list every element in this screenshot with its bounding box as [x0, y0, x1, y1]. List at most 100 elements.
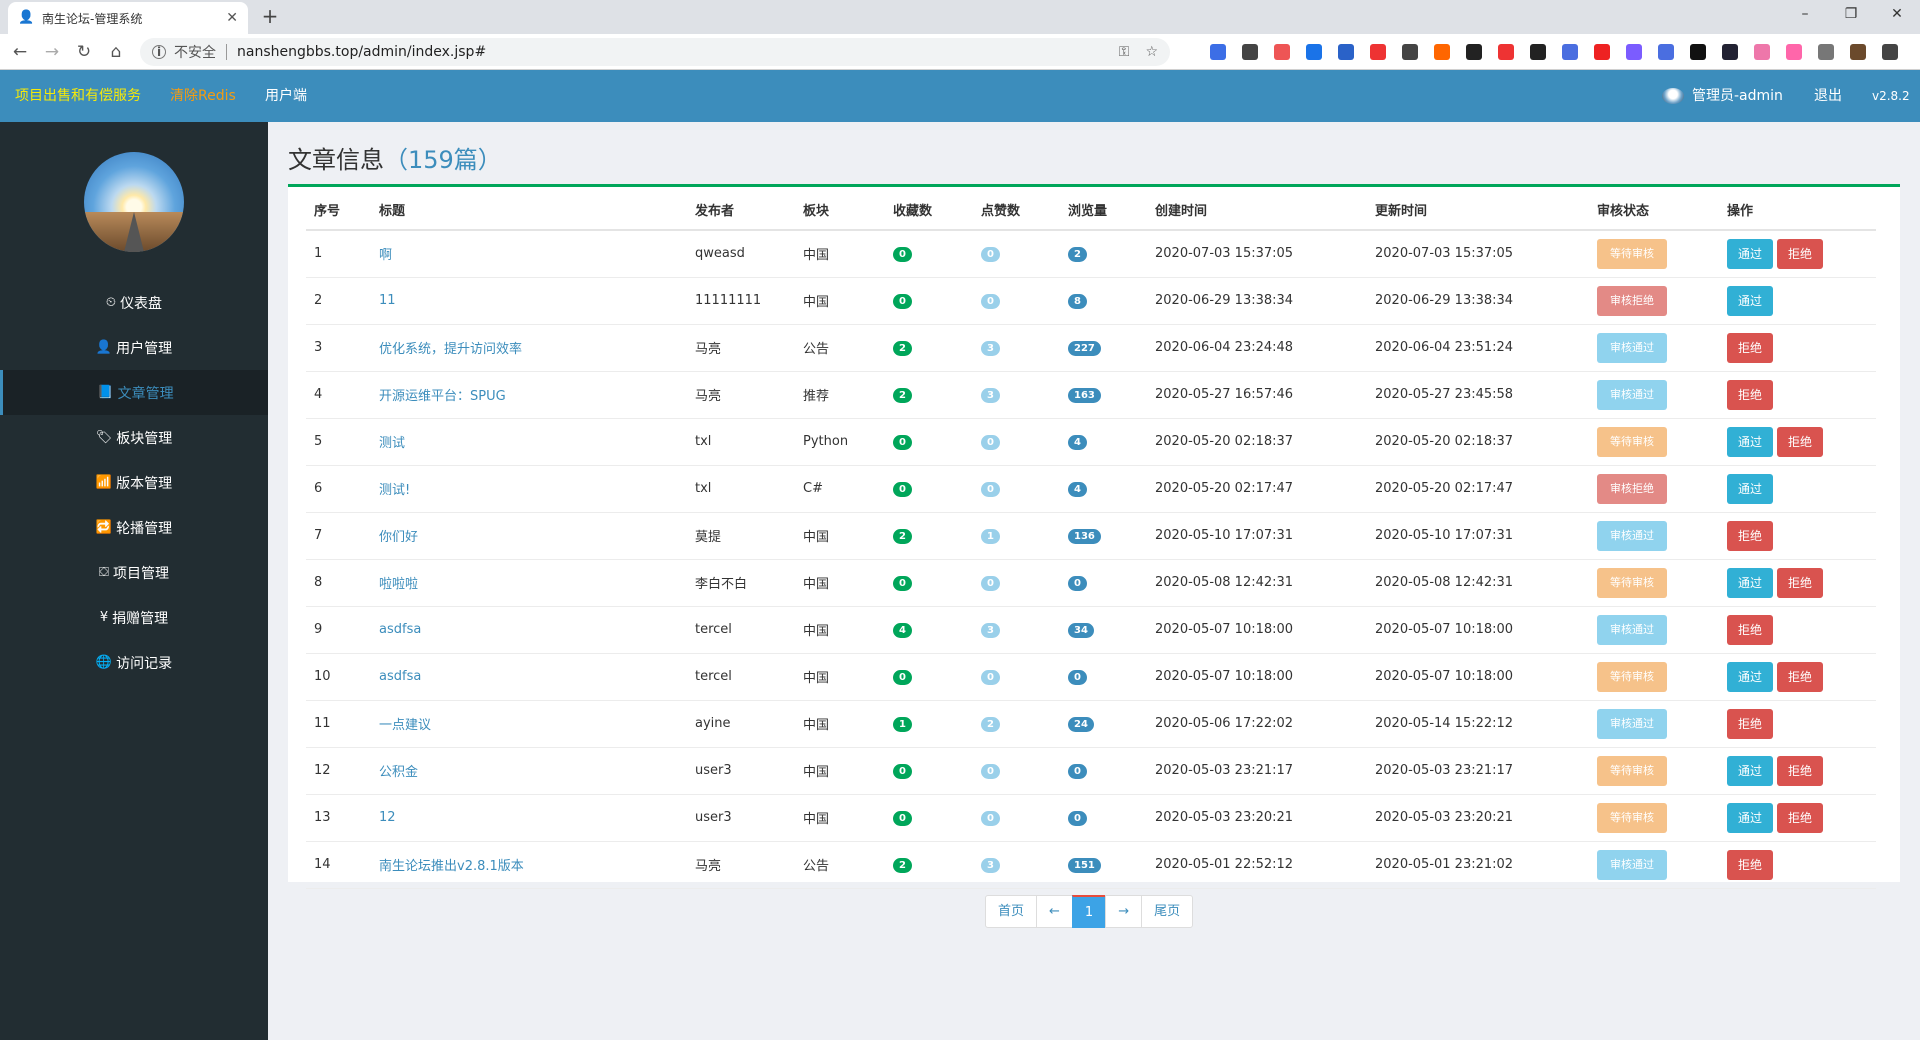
extension-icon[interactable]: [1562, 44, 1578, 60]
article-title-link[interactable]: 你们好: [379, 530, 419, 545]
article-title-link[interactable]: 南生论坛推出v2.8.1版本: [379, 859, 524, 874]
extension-icon[interactable]: [1690, 44, 1706, 60]
approve-button[interactable]: 通过: [1727, 567, 1774, 598]
extension-icon[interactable]: [1242, 44, 1258, 60]
article-title-link[interactable]: 测试: [379, 436, 406, 451]
maximize-icon[interactable]: ❐: [1844, 6, 1858, 22]
header-link-clear-redis[interactable]: 清除Redis: [170, 88, 236, 104]
reject-button[interactable]: 拒绝: [1727, 379, 1774, 410]
extension-icon[interactable]: [1466, 44, 1482, 60]
reject-button[interactable]: 拒绝: [1727, 614, 1774, 645]
reject-button[interactable]: 拒绝: [1777, 802, 1824, 833]
approve-button[interactable]: 通过: [1727, 285, 1774, 316]
updated-time-cell: 2020-06-29 13:38:34: [1367, 277, 1589, 325]
fav-cell: 0: [885, 653, 973, 701]
extension-icon[interactable]: [1530, 44, 1546, 60]
extension-icon[interactable]: [1402, 44, 1418, 60]
fav-count-badge: 2: [893, 857, 912, 873]
address-bar[interactable]: i 不安全 nanshengbbs.top/admin/index.jsp# ⚿…: [140, 38, 1170, 66]
extension-icon[interactable]: [1786, 44, 1802, 60]
sidebar-item-2[interactable]: 📘 文章管理: [0, 370, 268, 415]
reject-button[interactable]: 拒绝: [1777, 238, 1824, 269]
key-icon[interactable]: ⚿: [1118, 44, 1130, 60]
sidebar-item-3[interactable]: 🏷 板块管理: [0, 415, 268, 460]
extension-icon[interactable]: [1722, 44, 1738, 60]
reject-button[interactable]: 拒绝: [1727, 708, 1774, 739]
close-tab-icon[interactable]: ✕: [226, 10, 238, 26]
extension-icon[interactable]: [1658, 44, 1674, 60]
home-icon[interactable]: ⌂: [110, 42, 122, 62]
article-title-link[interactable]: 啊: [379, 248, 393, 264]
approve-button[interactable]: 通过: [1727, 238, 1774, 269]
sidebar-item-0[interactable]: ⏲ 仪表盘: [0, 280, 268, 325]
pager-current[interactable]: 1: [1071, 895, 1107, 928]
info-icon[interactable]: i: [152, 45, 166, 59]
tab-title: 南生论坛-管理系统: [42, 11, 143, 26]
board-cell: 中国: [795, 277, 885, 325]
extension-icon[interactable]: [1434, 44, 1450, 60]
back-icon[interactable]: ←: [12, 42, 28, 62]
extension-icon[interactable]: [1626, 44, 1642, 60]
sidebar-item-5[interactable]: 🔁 轮播管理: [0, 505, 268, 550]
article-title-link[interactable]: 一点建议: [379, 718, 432, 733]
reject-button[interactable]: 拒绝: [1777, 426, 1824, 457]
reload-icon[interactable]: ↻: [76, 42, 92, 62]
article-title-link[interactable]: 11: [379, 293, 396, 308]
pager-first[interactable]: 首页: [985, 895, 1038, 928]
sidebar-item-8[interactable]: 🌐 访问记录: [0, 640, 268, 685]
article-title-link[interactable]: 测试!: [379, 483, 411, 498]
title-cell: 公积金: [371, 747, 687, 795]
reject-button[interactable]: 拒绝: [1727, 520, 1774, 551]
extension-icon[interactable]: [1210, 44, 1226, 60]
header-link-user-side[interactable]: 用户端: [265, 88, 307, 104]
extension-icon[interactable]: [1754, 44, 1770, 60]
article-title-link[interactable]: asdfsa: [379, 669, 422, 684]
reject-button[interactable]: 拒绝: [1777, 661, 1824, 692]
header-link-projects[interactable]: 项目出售和有偿服务: [15, 88, 141, 104]
admin-menu[interactable]: 管理员-admin: [1662, 70, 1783, 122]
article-title-link[interactable]: asdfsa: [379, 622, 422, 637]
article-title-link[interactable]: 开源运维平台：SPUG: [379, 389, 506, 404]
approve-button[interactable]: 通过: [1727, 473, 1774, 504]
reject-button[interactable]: 拒绝: [1777, 755, 1824, 786]
approve-button[interactable]: 通过: [1727, 802, 1774, 833]
row-number: 13: [306, 794, 371, 842]
extension-icon[interactable]: [1306, 44, 1322, 60]
forward-icon[interactable]: →: [44, 42, 60, 62]
approve-button[interactable]: 通过: [1727, 755, 1774, 786]
sidebar-item-4[interactable]: 📶 版本管理: [0, 460, 268, 505]
minimize-icon[interactable]: –: [1801, 6, 1809, 22]
sidebar-item-6[interactable]: ⛋ 项目管理: [0, 550, 268, 595]
tag-icon: 🏷: [95, 430, 113, 445]
approve-button[interactable]: 通过: [1727, 426, 1774, 457]
column-header: 标题: [371, 190, 687, 231]
sidebar-item-7[interactable]: ¥ 捐赠管理: [0, 595, 268, 640]
extension-icon[interactable]: [1338, 44, 1354, 60]
browser-tab[interactable]: 👤 南生论坛-管理系统 ✕: [8, 2, 248, 34]
article-title-link[interactable]: 啦啦啦: [379, 577, 419, 592]
like-cell: 0: [973, 747, 1060, 795]
extension-icon[interactable]: [1818, 44, 1834, 60]
bookmark-star-icon[interactable]: ☆: [1145, 44, 1158, 60]
reject-button[interactable]: 拒绝: [1727, 849, 1774, 880]
article-title-link[interactable]: 优化系统，提升访问效率: [379, 342, 523, 357]
logout-link[interactable]: 退出: [1814, 88, 1842, 104]
reject-button[interactable]: 拒绝: [1777, 567, 1824, 598]
article-title-link[interactable]: 公积金: [379, 765, 419, 780]
article-title-link[interactable]: 12: [379, 810, 396, 825]
new-tab-icon[interactable]: +: [261, 4, 279, 28]
view-cell: 0: [1060, 747, 1147, 795]
pager-next[interactable]: →: [1105, 895, 1143, 928]
extension-icon[interactable]: [1882, 44, 1898, 60]
pager-prev[interactable]: ←: [1036, 895, 1073, 928]
extension-icon[interactable]: [1498, 44, 1514, 60]
extension-icon[interactable]: [1370, 44, 1386, 60]
extension-icon[interactable]: [1850, 44, 1866, 60]
reject-button[interactable]: 拒绝: [1727, 332, 1774, 363]
sidebar-item-1[interactable]: 👤 用户管理: [0, 325, 268, 370]
extension-icon[interactable]: [1594, 44, 1610, 60]
close-window-icon[interactable]: ✕: [1891, 6, 1903, 22]
pager-last[interactable]: 尾页: [1141, 895, 1194, 928]
approve-button[interactable]: 通过: [1727, 661, 1774, 692]
extension-icon[interactable]: [1274, 44, 1290, 60]
